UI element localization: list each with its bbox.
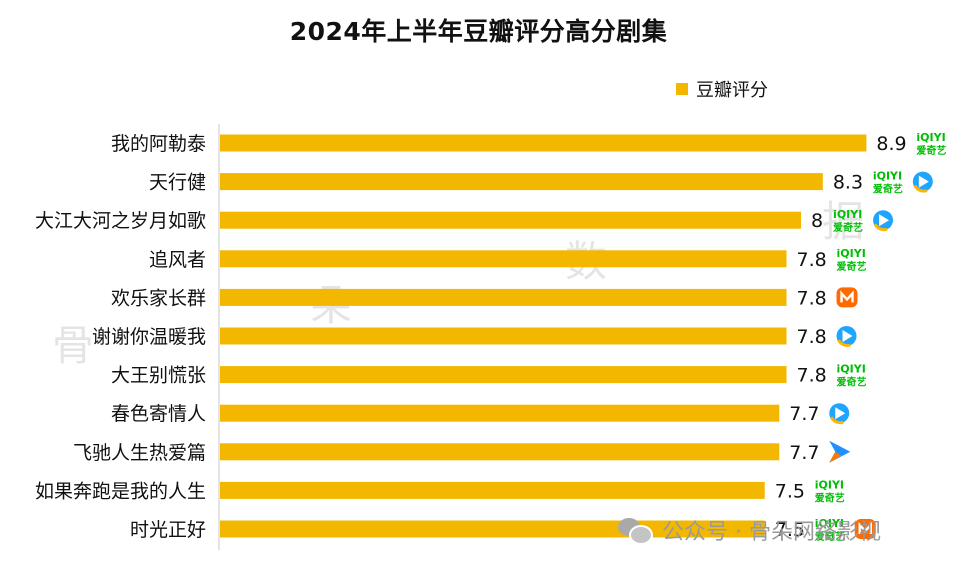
bar xyxy=(220,134,867,152)
iqiyi-icon-text: 爱奇艺 xyxy=(837,260,867,273)
iqiyi-icon: iQIYI xyxy=(833,208,862,221)
data-label: 7.8 xyxy=(797,326,827,348)
bar xyxy=(220,288,787,306)
tencent-arc xyxy=(837,339,851,347)
platform-logos xyxy=(836,326,857,347)
iqiyi-icon: iQIYI xyxy=(837,247,866,260)
bar xyxy=(220,250,787,268)
tencent-play-shape xyxy=(842,330,853,342)
category-label: 欢乐家长群 xyxy=(111,287,206,309)
iqiyi-icon-text: 爱奇艺 xyxy=(815,491,845,504)
category-label: 谢谢你温暖我 xyxy=(92,326,206,348)
legend-label: 豆瓣评分 xyxy=(696,80,768,101)
mango-m-shape xyxy=(858,521,872,534)
iqiyi-icon: iQIYI xyxy=(916,131,945,144)
data-label: 7.8 xyxy=(797,287,827,309)
category-label: 天行健 xyxy=(149,172,206,194)
iqiyi-icon: iQIYI xyxy=(815,478,844,491)
watermark-char: 据 xyxy=(822,197,865,246)
data-label: 7.7 xyxy=(789,403,819,425)
chart-legend: 豆瓣评分 xyxy=(676,76,768,102)
footer-account: 公众号 · 骨朵网络影视 xyxy=(662,520,881,545)
category-label: 大江大河之岁月如歌 xyxy=(35,210,206,232)
category-label: 时光正好 xyxy=(130,519,206,541)
tencent-arc xyxy=(873,223,888,232)
iqiyi-icon-text: 爱奇艺 xyxy=(837,376,867,389)
iqiyi-icon-text: 爱奇艺 xyxy=(873,183,903,196)
tencent-play-shape xyxy=(879,214,890,227)
bar xyxy=(220,443,780,461)
mango-m-shape xyxy=(840,290,854,303)
category-label: 大王别慌张 xyxy=(111,365,206,387)
bar xyxy=(220,366,787,384)
wechat-icon xyxy=(618,516,653,545)
tencent-play-shape xyxy=(835,407,846,420)
category-label: 飞驰人生热爱篇 xyxy=(73,442,206,464)
iqiyi-icon-text: 爱奇艺 xyxy=(815,530,845,543)
platform-logos xyxy=(829,440,851,463)
category-label: 如果奔跑是我的人生 xyxy=(35,480,206,502)
platform-logos xyxy=(829,403,850,425)
category-label: 我的阿勒泰 xyxy=(111,133,206,155)
tencent-arc xyxy=(829,416,844,425)
iqiyi-icon: iQIYI xyxy=(815,517,844,530)
bar xyxy=(220,173,823,191)
data-label: 8.3 xyxy=(833,172,863,194)
data-label: 7.5 xyxy=(775,480,805,502)
footer: 公众号 · 骨朵网络影视 xyxy=(618,514,881,546)
youku-icon-accent xyxy=(829,451,842,463)
legend-swatch xyxy=(676,83,688,95)
category-label: 春色寄情人 xyxy=(111,403,206,425)
data-label: 7.5 xyxy=(775,519,805,541)
bar xyxy=(220,211,802,229)
watermark-char: 骨 xyxy=(52,321,95,370)
chart-title: 2024年上半年豆瓣评分高分剧集 xyxy=(289,17,668,46)
bar xyxy=(220,481,765,499)
data-label: 7.7 xyxy=(789,442,819,464)
data-label: 8 xyxy=(811,210,823,232)
bar xyxy=(220,404,780,422)
tencent-play-shape xyxy=(918,175,929,188)
category-label: 追风者 xyxy=(149,249,206,271)
iqiyi-icon: iQIYI xyxy=(873,170,902,183)
data-label: 7.8 xyxy=(797,249,827,271)
tencent-arc xyxy=(913,184,928,193)
iqiyi-icon-text: 爱奇艺 xyxy=(916,144,946,157)
iqiyi-icon-text: 爱奇艺 xyxy=(833,221,863,234)
mango-tv-icon xyxy=(836,287,858,308)
platform-logos xyxy=(836,287,858,308)
iqiyi-icon: iQIYI xyxy=(837,363,866,376)
bar xyxy=(220,327,787,345)
data-label: 8.9 xyxy=(876,133,906,155)
data-label: 7.8 xyxy=(797,365,827,387)
